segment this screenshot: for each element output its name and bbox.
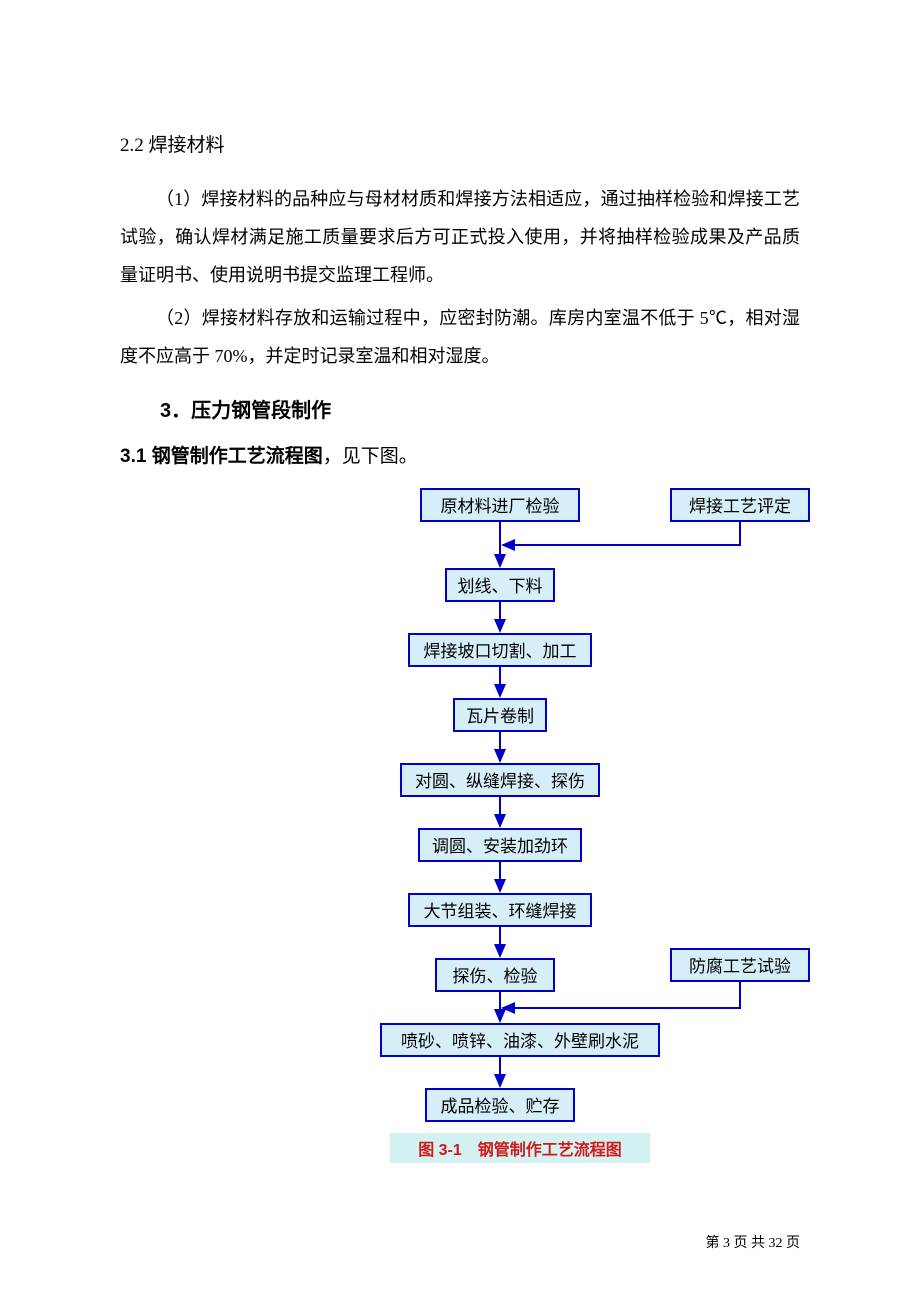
heading-2-2: 2.2 焊接材料 [120,130,800,157]
paragraph-1: （1）焊接材料的品种应与母材材质和焊接方法相适应，通过抽样检验和焊接工艺试验，确… [120,181,800,294]
flowchart-node-s2: 防腐工艺试验 [670,948,810,982]
flowchart-node-n2: 划线、下料 [445,568,555,602]
flowchart-node-n7: 大节组装、环缝焊接 [408,893,592,927]
flowchart-node-n9: 喷砂、喷锌、油漆、外壁刷水泥 [380,1023,660,1057]
flowchart-node-n6: 调圆、安装加劲环 [418,828,582,862]
heading-3-1: 3.1 钢管制作工艺流程图，见下图。 [120,441,800,468]
flowchart-caption: 图 3-1 钢管制作工艺流程图 [390,1133,650,1163]
flowchart-node-n5: 对圆、纵缝焊接、探伤 [400,763,600,797]
flowchart-node-n1: 原材料进厂检验 [420,488,580,522]
flowchart-node-n10: 成品检验、贮存 [425,1088,575,1122]
page-footer: 第 3 页 共 32 页 [706,1232,801,1252]
flowchart-node-n4: 瓦片卷制 [453,698,547,732]
heading-3-1-tail: ，见下图。 [323,446,418,467]
flowchart: 原材料进厂检验焊接工艺评定划线、下料焊接坡口切割、加工瓦片卷制对圆、纵缝焊接、探… [280,488,800,1168]
flowchart-node-n8: 探伤、检验 [435,958,555,992]
flowchart-node-n3: 焊接坡口切割、加工 [408,633,592,667]
paragraph-2: （2）焊接材料存放和运输过程中，应密封防潮。库房内室温不低于 5℃，相对湿度不应… [120,300,800,376]
flowchart-node-s1: 焊接工艺评定 [670,488,810,522]
heading-3: 3．压力钢管段制作 [120,394,800,423]
heading-3-1-bold: 3.1 钢管制作工艺流程图 [120,446,323,467]
